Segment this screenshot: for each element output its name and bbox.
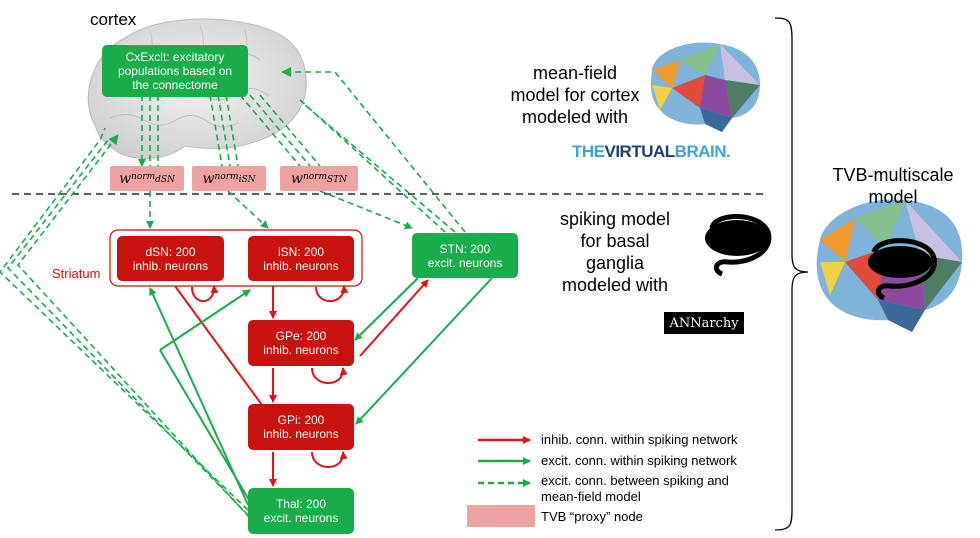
gpe-line-2: inhib. neurons bbox=[263, 343, 339, 357]
spiking-line-2: for basal bbox=[580, 231, 650, 251]
tvb-logo-brain: BRAIN. bbox=[674, 142, 731, 161]
tvb-logo-the: THE bbox=[572, 142, 605, 161]
isn-line-1: iSN: 200 bbox=[277, 244, 325, 259]
legend-proxy-swatch bbox=[467, 505, 535, 527]
proxy-isn-base: w bbox=[202, 170, 215, 187]
thal-line-1: Thal: 200 bbox=[275, 497, 327, 511]
between-model-connections bbox=[0, 67, 466, 519]
inhib-connections bbox=[174, 279, 429, 487]
proxy-node-stn: w normSTN bbox=[280, 166, 358, 191]
excit-connections bbox=[149, 277, 493, 511]
cxexcit-line-1: CxExcit: excitatory bbox=[125, 50, 225, 64]
isn-line-2: inhib. neurons bbox=[263, 258, 339, 273]
dsn-node: dSN: 200 inhib. neurons bbox=[117, 236, 224, 281]
spiking-description: spiking model for basal ganglia modeled … bbox=[540, 208, 690, 296]
stn-line-2: excit. neurons bbox=[427, 255, 503, 270]
legend-proxy-label: TVB “proxy” node bbox=[541, 509, 643, 524]
tvb-multiscale-line-2: model bbox=[868, 187, 918, 207]
tvb-logo: THEVIRTUALBRAIN. bbox=[572, 142, 731, 162]
spiking-line-4: modeled with bbox=[561, 275, 669, 295]
dsn-line-2: inhib. neurons bbox=[132, 258, 209, 273]
gpe-line-1: GPe: 200 bbox=[275, 329, 327, 343]
legend-between-line-1: excit. conn. between spiking and bbox=[541, 473, 729, 488]
legend-arrows bbox=[478, 436, 531, 487]
proxy-dsn-sub2: dSN bbox=[155, 174, 175, 185]
cxexcit-line-3: the connectome bbox=[132, 78, 218, 92]
annarchy-logo: ANNarchy bbox=[664, 312, 744, 334]
spiking-line-1: spiking model bbox=[559, 209, 671, 229]
thal-node: Thal: 200 excit. neurons bbox=[248, 488, 354, 534]
gpi-line-1: GPi: 200 bbox=[277, 413, 325, 427]
cxexcit-node: CxExcit: excitatory populations based on… bbox=[102, 45, 248, 97]
tvb-multiscale-line-1: TVB-multiscale bbox=[832, 165, 954, 185]
stn-node: STN: 200 excit. neurons bbox=[412, 233, 518, 278]
cxexcit-line-2: populations based on bbox=[117, 64, 233, 78]
legend-excit-label: excit. conn. within spiking network bbox=[541, 453, 737, 468]
mean-field-line-1: mean-field bbox=[532, 63, 618, 83]
tvb-brain-small-image bbox=[650, 42, 760, 132]
striatum-outline bbox=[109, 229, 363, 287]
tvb-multiscale-brace bbox=[774, 17, 809, 531]
proxy-stn-sub1: norm bbox=[302, 172, 327, 183]
isn-node: iSN: 200 inhib. neurons bbox=[248, 236, 354, 281]
gpe-node: GPe: 200 inhib. neurons bbox=[248, 320, 354, 366]
stn-line-1: STN: 200 bbox=[439, 241, 491, 256]
legend-inhib-label: inhib. conn. within spiking network bbox=[541, 432, 738, 447]
gpi-line-2: inhib. neurons bbox=[263, 427, 339, 441]
proxy-isn-sub1: norm bbox=[214, 172, 239, 183]
mean-field-description: mean-field model for cortex modeled with bbox=[490, 62, 660, 128]
proxy-dsn-sub1: norm bbox=[131, 172, 156, 183]
mean-field-line-3: modeled with bbox=[521, 107, 629, 127]
spiking-line-3: ganglia bbox=[585, 253, 645, 273]
cortex-label: cortex bbox=[90, 10, 137, 29]
tvb-logo-virtual: VIRTUAL bbox=[604, 142, 676, 161]
proxy-node-isn: w normiSN bbox=[192, 166, 266, 191]
proxy-node-dsn: w normdSN bbox=[110, 166, 184, 191]
proxy-isn-sub2: iSN bbox=[238, 174, 256, 185]
mean-field-line-2: model for cortex bbox=[510, 85, 640, 105]
dsn-line-1: dSN: 200 bbox=[145, 244, 196, 259]
legend-between-line-2: mean-field model bbox=[541, 489, 641, 504]
proxy-stn-sub2: STN bbox=[327, 174, 348, 185]
striatum-label: Striatum bbox=[52, 266, 101, 281]
gpi-node: GPi: 200 inhib. neurons bbox=[248, 404, 354, 450]
annarchy-swirl-icon bbox=[705, 214, 772, 277]
legend-between-label: excit. conn. between spiking and mean-fi… bbox=[541, 473, 729, 505]
proxy-dsn-base: w bbox=[119, 170, 132, 187]
tvb-multiscale-label: TVB-multiscale model bbox=[818, 164, 968, 208]
proxy-stn-base: w bbox=[290, 170, 303, 187]
tvb-multiscale-brain-image bbox=[816, 199, 963, 332]
thal-line-2: excit. neurons bbox=[263, 511, 339, 525]
